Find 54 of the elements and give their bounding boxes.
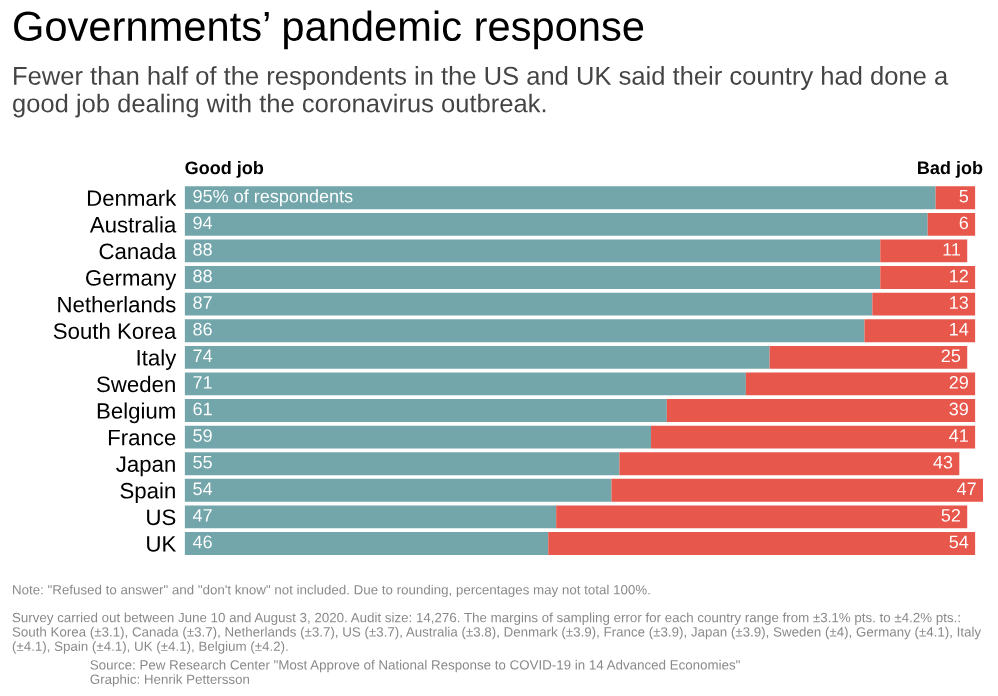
data-label: 5	[959, 189, 969, 203]
data-label: 88	[193, 242, 212, 256]
y-tick-label: Australia	[89, 216, 177, 233]
y-tick-label: Canada	[99, 242, 177, 260]
data-label: 74	[193, 349, 213, 362]
y-tick-label: France	[108, 429, 176, 446]
y-tick-label: Germany	[86, 270, 177, 291]
data-label: 55	[193, 455, 212, 469]
data-label: 11	[943, 243, 961, 256]
y-tick-label: UK	[147, 536, 177, 552]
y-tick-label: Belgium	[97, 402, 175, 424]
data-label: 94	[193, 216, 213, 230]
bar	[184, 266, 881, 289]
data-label: 29	[949, 375, 968, 389]
data-label: 47	[957, 482, 976, 495]
data-label: 54	[193, 482, 213, 496]
y-tick-label: Netherlands	[58, 296, 176, 313]
bar	[184, 399, 667, 422]
data-label: 14	[950, 322, 969, 336]
data-label: 88	[193, 269, 212, 283]
data-label: 46	[192, 535, 212, 549]
data-label: 86	[193, 322, 212, 336]
chart-subtitle: Fewer than half of the respondents in the US and UK said their country had done a good job dealing with the coronavirus outbreak.	[13, 66, 949, 118]
y-tick-label: South Korea	[53, 322, 177, 339]
data-label: 59	[193, 429, 212, 442]
bar	[935, 186, 976, 210]
data-label: 54	[949, 535, 969, 549]
bar	[184, 186, 936, 210]
data-label: 39	[949, 402, 968, 416]
bar	[548, 532, 976, 555]
data-label: 43	[933, 455, 953, 469]
data-label: 12	[950, 269, 968, 283]
y-tick-label: Spain	[120, 482, 175, 503]
series-label: Bad job	[918, 160, 983, 178]
data-label: 25	[941, 349, 961, 363]
bar	[880, 266, 976, 289]
data-label: 13	[950, 296, 969, 309]
data-label: 61	[193, 402, 212, 416]
data-label: 87	[193, 296, 212, 309]
data-label: 47	[192, 509, 212, 522]
y-tick-label: Italy	[137, 349, 177, 370]
bar	[666, 399, 976, 422]
chart-title: Governments’ pandemic response	[14, 10, 644, 50]
y-tick-label: Japan	[116, 456, 175, 477]
y-tick-label: Denmark	[87, 189, 177, 207]
data-label: 52	[941, 508, 960, 522]
y-tick-label: US	[147, 509, 176, 526]
data-label: 95% of respondents	[193, 189, 353, 207]
bar	[184, 532, 549, 555]
data-label: 41	[949, 429, 968, 442]
series-label: Good job	[185, 160, 264, 178]
data-label: 6	[959, 216, 969, 230]
y-tick-label: Sweden	[97, 375, 175, 393]
data-label: 71	[193, 376, 212, 389]
